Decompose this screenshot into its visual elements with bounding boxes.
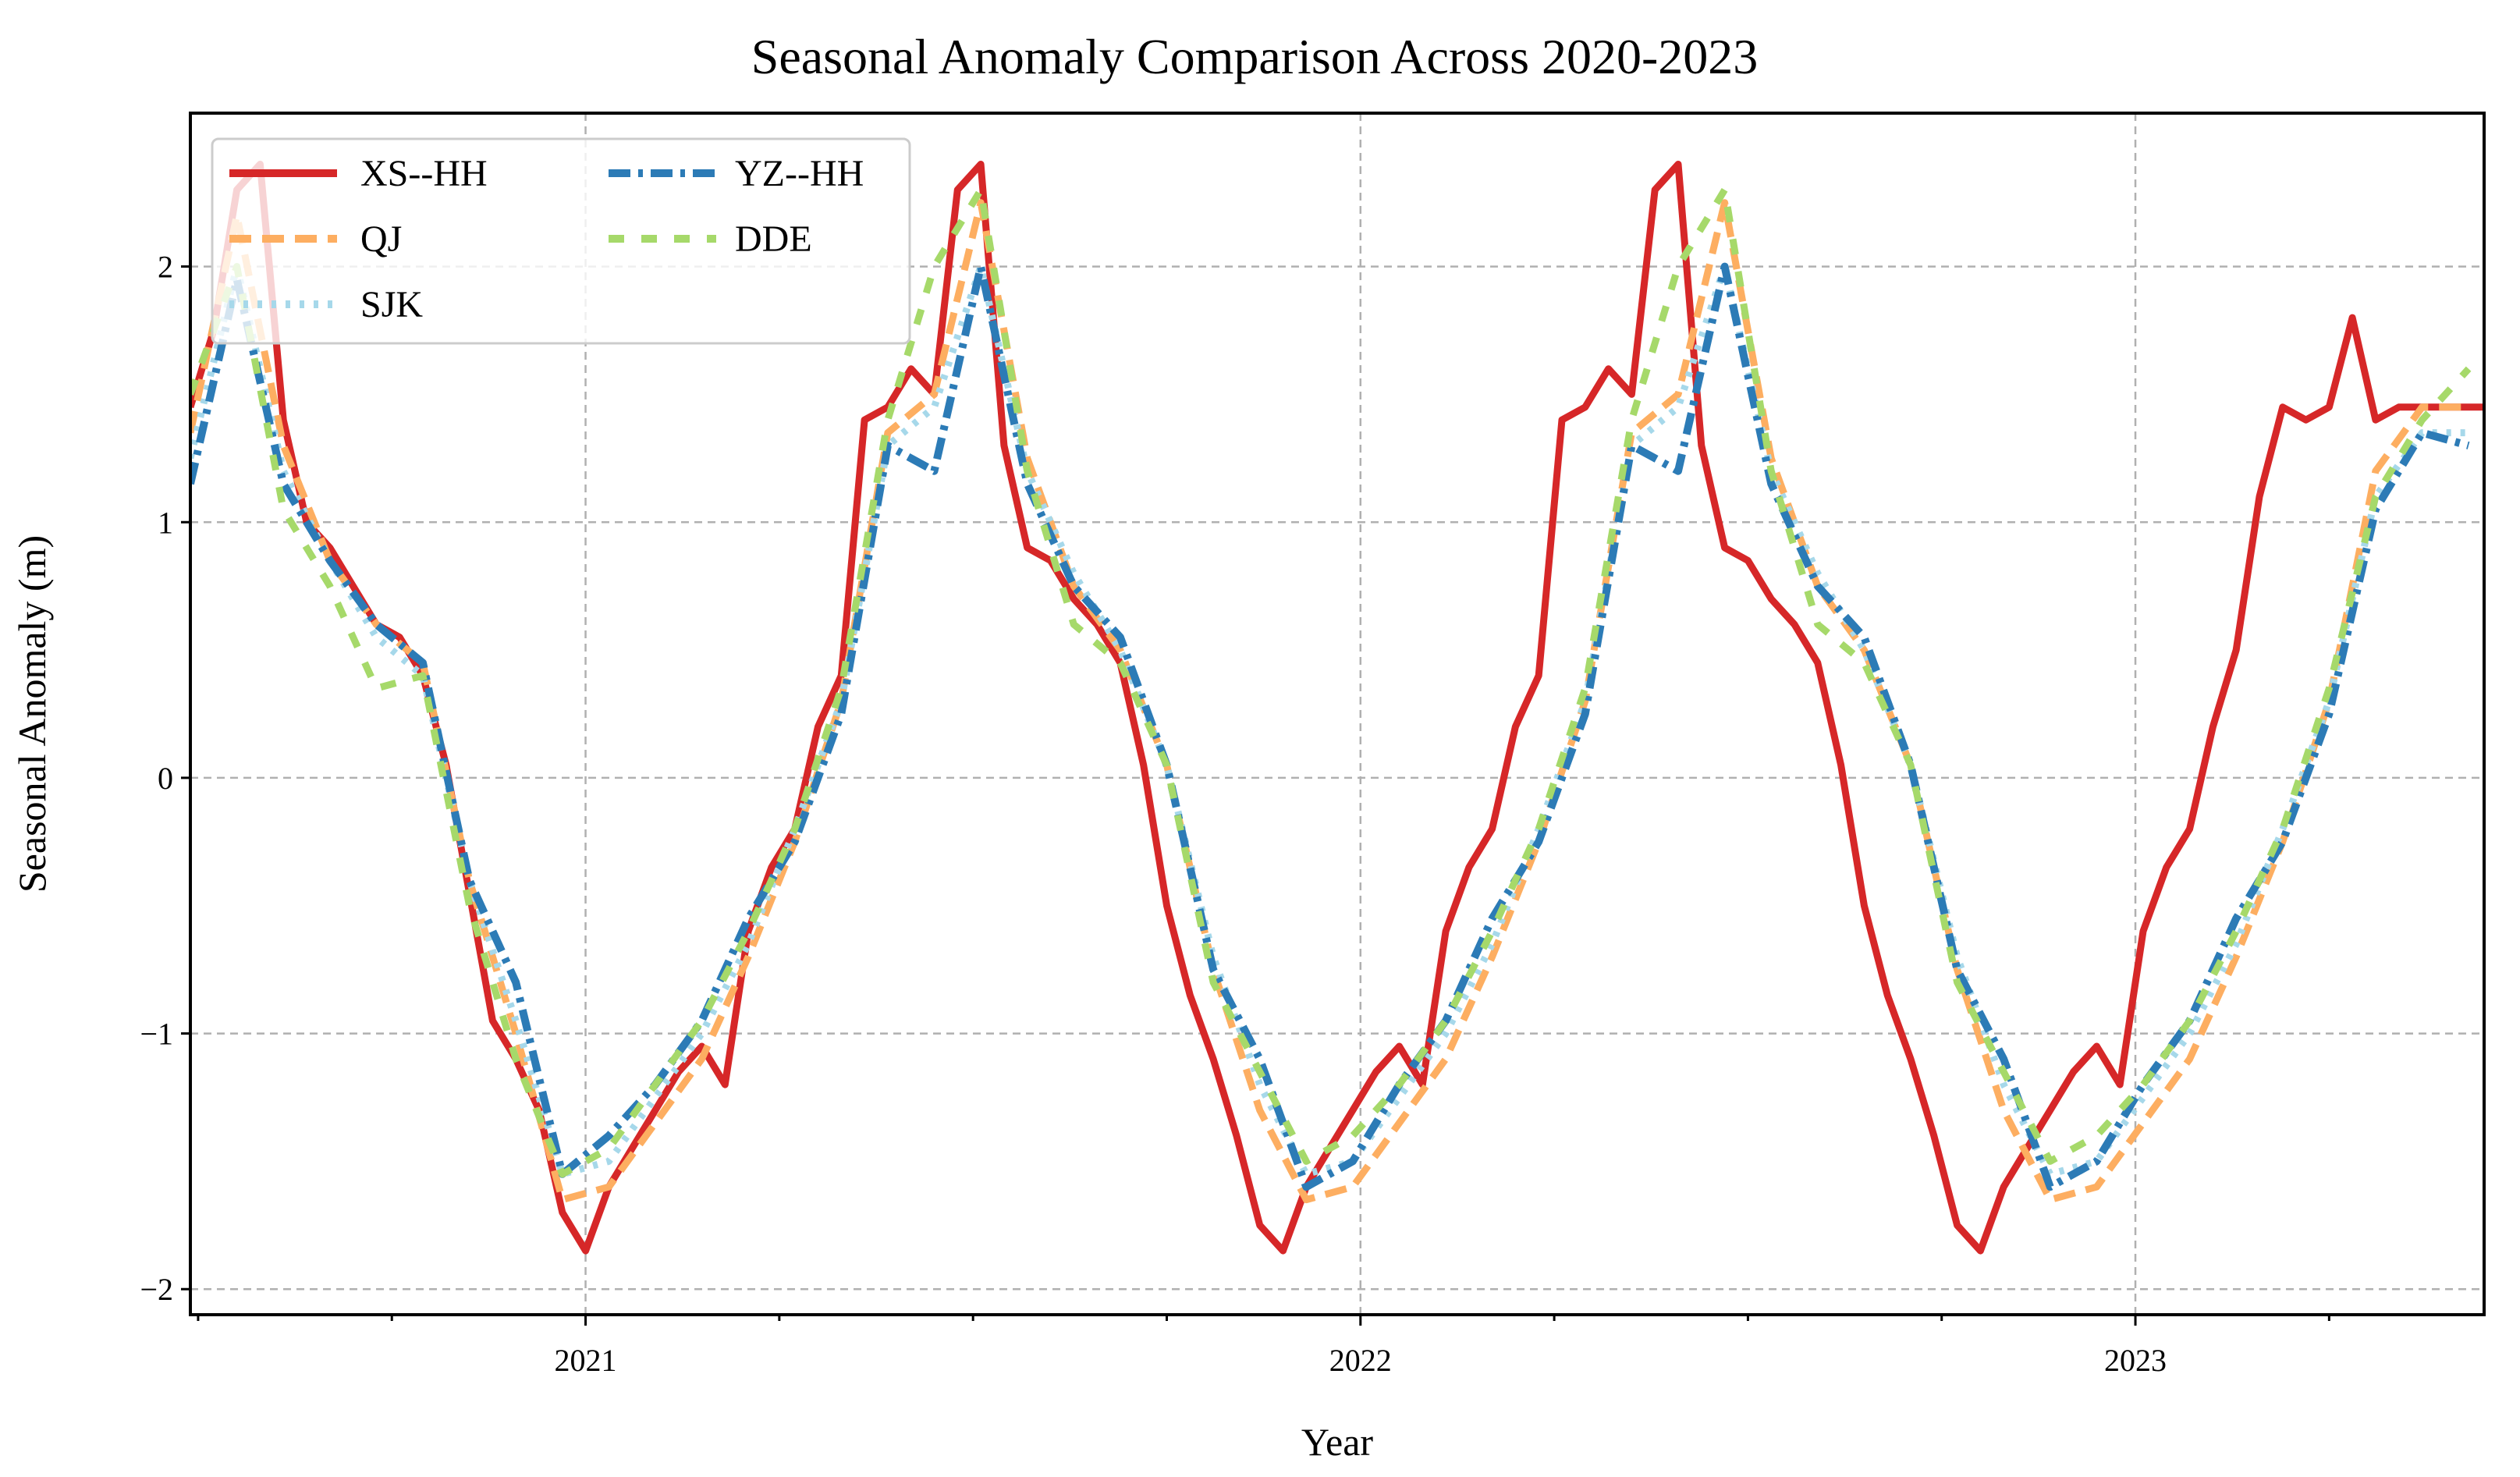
legend: XS--HH QJ SJK YZ--HH DDE	[211, 137, 911, 345]
x-tick-label: 2023	[2104, 1343, 2167, 1378]
grid	[190, 113, 2484, 1315]
legend-label: DDE	[735, 218, 812, 260]
legend-box	[211, 137, 911, 345]
plot-frame	[189, 112, 2486, 1316]
legend-label: YZ--HH	[735, 153, 864, 194]
y-tick-label: 2	[158, 250, 173, 285]
x-axis-title: Year	[1301, 1420, 1373, 1464]
legend-label: XS--HH	[360, 153, 488, 194]
series-line-xs-hh	[190, 161, 2484, 1255]
y-tick-label: 0	[158, 761, 173, 796]
legend-label: QJ	[360, 218, 402, 260]
y-tick-label: 1	[158, 505, 173, 540]
axis-ticks: −2 −1 0 1 2 2021 2022 2023	[140, 250, 2330, 1378]
x-tick-label: 2021	[555, 1343, 617, 1378]
series-layer	[190, 161, 2484, 1255]
legend-label: SJK	[360, 284, 423, 325]
y-axis-title: Seasonal Anomaly (m)	[10, 535, 54, 893]
y-tick-label: −1	[140, 1017, 173, 1052]
series-line-qj	[190, 199, 2469, 1204]
x-tick-label: 2022	[1329, 1343, 1392, 1378]
chart-title: Seasonal Anomaly Comparison Across 2020-…	[751, 29, 1759, 84]
y-tick-label: −2	[140, 1272, 173, 1307]
series-line-dde	[190, 186, 2472, 1178]
